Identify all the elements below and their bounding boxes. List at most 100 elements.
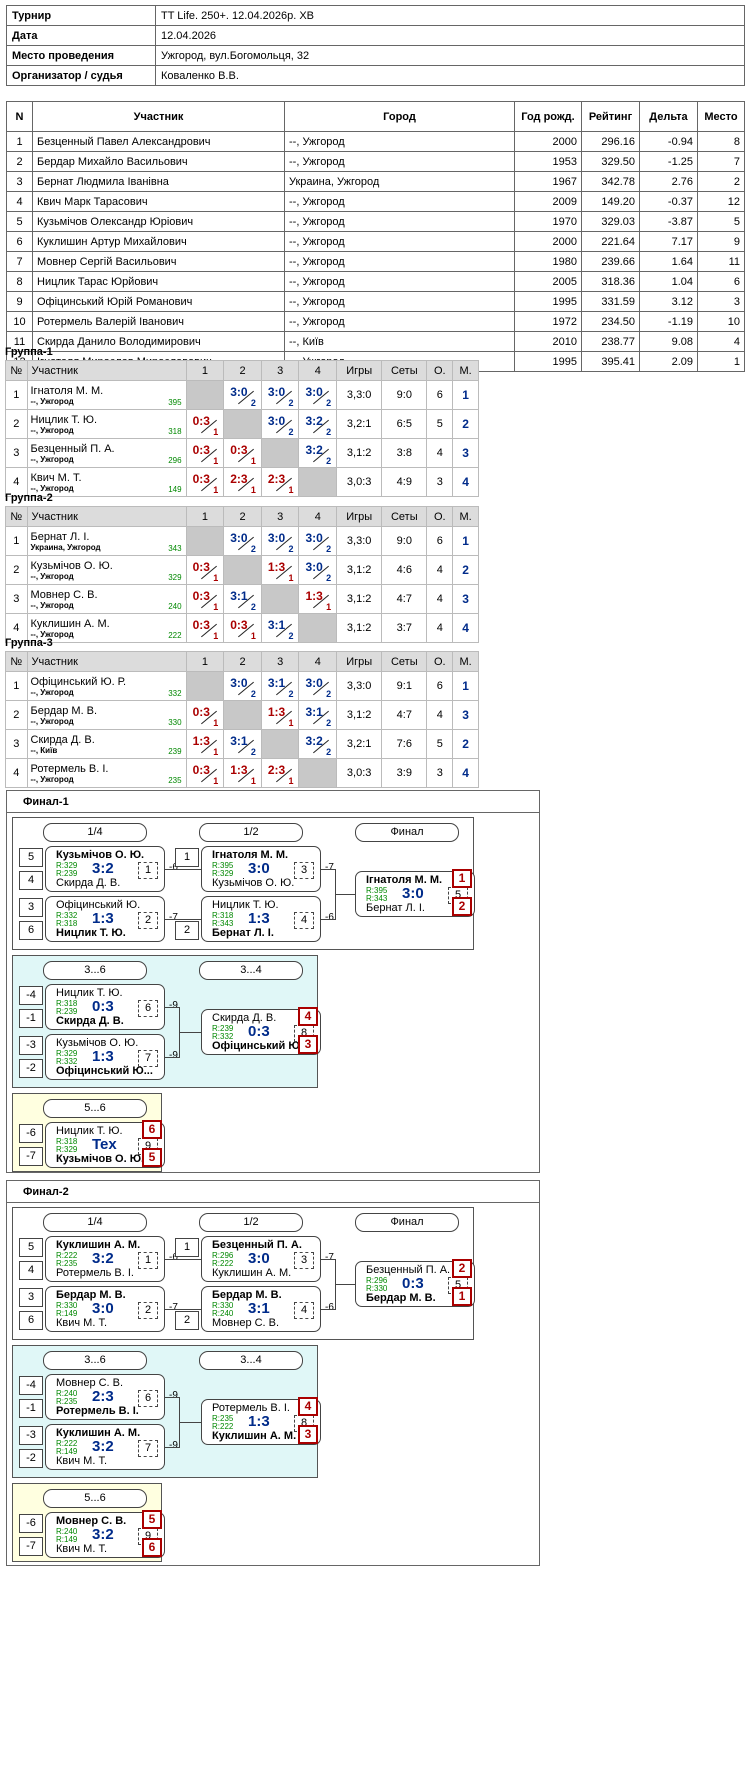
table-cell: 2.76 — [639, 171, 698, 192]
group-score-cell: 3:0 2 — [298, 380, 338, 410]
match-points: 2 — [326, 544, 332, 554]
group-row: 2 Кузьмічов О. Ю. --, Ужгород 329 0:3 1 1:3 1 3:… — [5, 555, 479, 585]
group-row: 4 Квич М. Т. --, Ужгород 149 0:3 1 2:3 1 2:3 1 3,0… — [5, 467, 479, 497]
seed-number: 3 — [19, 898, 43, 917]
participant-rating: 239 — [168, 747, 182, 756]
table-row: 4 Квич Марк Тарасович --, Ужгород 2009 149.2… — [6, 191, 745, 212]
match-score: 1:3 — [248, 910, 270, 927]
match-points: 2 — [326, 747, 332, 757]
match-points: 2 — [288, 427, 294, 437]
rating-bottom: R:149 — [56, 1447, 78, 1456]
group-participant: Мовнер С. В. --, Ужгород 240 — [26, 584, 187, 614]
bracket-match: Ігнатоля М. М. R:395 R:343 Бернат Л. І. 3:0 5… — [355, 869, 475, 917]
group-col-header: № — [5, 360, 28, 381]
group-col-header: 1 — [185, 360, 225, 381]
group-score-cell: 3:2 2 — [298, 438, 338, 468]
bracket-line — [321, 869, 335, 870]
rating-top: R:318 — [56, 1137, 78, 1146]
table-cell: 4 — [697, 331, 745, 352]
group-col-header: М. — [452, 360, 479, 381]
bracket-match: Скирда Д. В. R:239 R:332 Офіцинський Ю... 0:… — [201, 1007, 321, 1055]
seed-number: 5 — [19, 848, 43, 867]
match-points: 1 — [250, 485, 256, 495]
seed-number: 6 — [19, 921, 43, 940]
participant-city: --, Ужгород — [30, 454, 74, 464]
group-games: 3,1:2 — [336, 700, 383, 730]
table-cell: --, Ужгород — [284, 131, 515, 152]
group-row-number: 3 — [5, 584, 28, 614]
table-cell: 149.20 — [581, 191, 640, 212]
place-marker: 2 — [452, 897, 472, 916]
bracket-line — [321, 1259, 335, 1260]
group-score-cell: 3:1 2 — [260, 671, 300, 701]
rating-bottom: R:329 — [212, 869, 234, 878]
bracket-line — [335, 1284, 355, 1285]
rating-bottom: R:318 — [56, 919, 78, 928]
table-cell: Безценный Павел Александрович — [32, 131, 285, 152]
participants-table: N Участник Город Год рожд. Рейтинг Дельт… — [6, 101, 745, 372]
col-header: Город — [284, 101, 515, 132]
table-cell: 8 — [6, 271, 33, 292]
match-score: 3:0 — [402, 885, 424, 902]
table-cell: Мовнер Сергій Васильович — [32, 251, 285, 272]
bracket-line — [165, 919, 201, 920]
group-score-cell: 1:3 1 — [185, 729, 225, 759]
player-top: Ницлик Т. Ю. — [56, 987, 123, 999]
seed-number: -6 — [19, 1514, 43, 1533]
seed-number: -7 — [19, 1147, 43, 1166]
seed-number: -3 — [19, 1036, 43, 1055]
table-cell: Ницлик Тарас Юрйович — [32, 271, 285, 292]
rating-bottom: R:330 — [366, 1284, 388, 1293]
group-col-header: 4 — [298, 506, 338, 527]
participant-name: Ігнатоля М. М. — [30, 384, 104, 397]
group-sets: 7:6 — [381, 729, 428, 759]
group-col-header: 3 — [260, 360, 300, 381]
bracket-match: Кузьмічов О. Ю. R:329 R:239 Скирда Д. В. 3:2… — [45, 846, 165, 892]
match-points: 1 — [213, 427, 219, 437]
table-cell: 2000 — [514, 231, 582, 252]
match-score: 0:3 — [192, 589, 210, 603]
match-number: 2 — [138, 912, 158, 929]
info-row-organizer: Организатор / судья Коваленко В.В. — [6, 65, 745, 86]
match-score: Tex — [92, 1136, 117, 1153]
group-sets: 6:5 — [381, 409, 428, 439]
match-points: 2 — [326, 456, 332, 466]
match-score: 3:1 — [305, 705, 323, 719]
player-bottom: Куклишин А. М. — [212, 1267, 292, 1279]
bracket-match: Бердар М. В. R:330 R:240 Мовнер С. В. 3:1 4 — [201, 1286, 321, 1332]
match-score: 3:0 — [267, 414, 286, 428]
group-sets: 4:7 — [381, 584, 428, 614]
bracket-match: Ницлик Т. Ю. R:318 R:329 Кузьмічов О. Ю. Tex… — [45, 1120, 165, 1168]
group-score-cell: 3:1 2 — [223, 584, 262, 614]
bracket-line — [321, 919, 335, 920]
seed-number: -6 — [19, 1124, 43, 1143]
match-points: 1 — [213, 718, 219, 728]
seed-number: 1 — [175, 1238, 199, 1257]
match-number: 4 — [294, 912, 314, 929]
participant-city: --, Ужгород — [30, 716, 74, 726]
table-cell: 6 — [697, 271, 745, 292]
player-top: Ігнатоля М. М. — [366, 874, 443, 886]
group-col-header: Сеты — [381, 651, 428, 672]
match-score: 1:3 — [248, 1413, 270, 1430]
group-score-cell: 3:1 2 — [298, 700, 338, 730]
player-top: Бердар М. В. — [212, 1289, 282, 1301]
table-cell: --, Ужгород — [284, 271, 515, 292]
match-points: 2 — [250, 689, 256, 699]
group-participant: Офіцинський Ю. Р. --, Ужгород 332 — [26, 671, 187, 701]
group-sets: 9:1 — [381, 671, 428, 701]
group-place: 4 — [452, 758, 479, 788]
table-cell: 1 — [697, 351, 745, 372]
match-score: 1:3 — [92, 1048, 114, 1065]
group-row: 3 Мовнер С. В. --, Ужгород 240 0:3 1 3:1 2 1:3 1 3… — [5, 584, 479, 614]
match-points: 1 — [288, 485, 294, 495]
participant-name: Бернат Л. І. — [30, 530, 90, 543]
participant-city: --, Ужгород — [30, 629, 74, 639]
match-score: 1:3 — [92, 910, 114, 927]
info-value: Коваленко В.В. — [155, 65, 745, 86]
table-cell: 2005 — [514, 271, 582, 292]
table-cell: 11 — [697, 251, 745, 272]
match-points: 2 — [288, 631, 294, 641]
rating-top: R:395 — [366, 886, 388, 895]
group-sets: 9:0 — [381, 380, 428, 410]
